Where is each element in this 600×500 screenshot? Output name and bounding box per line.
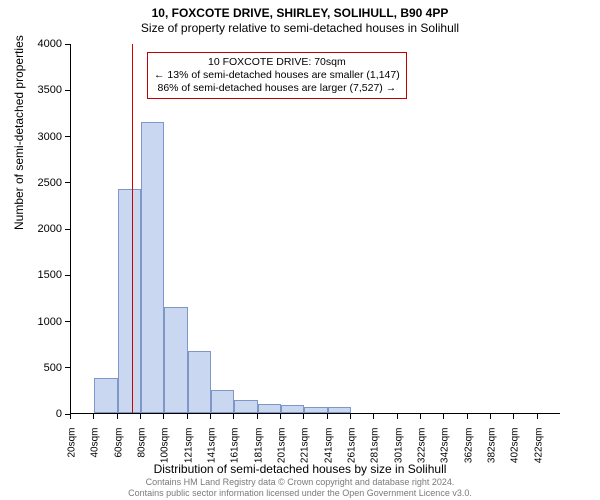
x-tick-mark [513,414,514,419]
y-tick-label: 2500 [2,177,62,189]
histogram-bar [211,390,234,413]
chart-title-block: 10, FOXCOTE DRIVE, SHIRLEY, SOLIHULL, B9… [0,0,600,36]
y-tick-label: 3000 [2,131,62,143]
x-tick-mark [233,414,234,419]
x-tick-mark [443,414,444,419]
y-tick-mark [65,367,70,368]
x-tick-mark [140,414,141,419]
histogram-bar [118,189,141,413]
histogram-bar [141,122,164,413]
info-box-line-1: 10 FOXCOTE DRIVE: 70sqm [154,56,400,69]
x-tick-mark [163,414,164,419]
x-tick-mark [117,414,118,419]
histogram-bar [281,405,304,413]
histogram-bar [164,307,187,413]
y-tick-label: 1500 [2,269,62,281]
y-tick-label: 4000 [2,38,62,50]
histogram-bar [328,407,351,413]
chart-title-sub: Size of property relative to semi-detach… [0,21,600,36]
histogram-bar [304,407,327,413]
footer: Contains HM Land Registry data © Crown c… [0,477,600,498]
footer-line-2: Contains public sector information licen… [0,488,600,498]
y-tick-mark [65,229,70,230]
marker-line [132,44,134,413]
x-tick-mark [490,414,491,419]
x-tick-mark [93,414,94,419]
y-tick-label: 0 [2,408,62,420]
y-tick-mark [65,182,70,183]
y-tick-label: 2000 [2,223,62,235]
x-tick-mark [327,414,328,419]
plot-wrap: 10 FOXCOTE DRIVE: 70sqm← 13% of semi-det… [70,44,560,414]
histogram-bar [234,400,257,413]
y-tick-mark [65,136,70,137]
x-tick-mark [420,414,421,419]
x-tick-mark [70,414,71,419]
x-tick-mark [373,414,374,419]
x-tick-mark [397,414,398,419]
histogram-bar [258,404,281,413]
info-box-line-3: 86% of semi-detached houses are larger (… [154,82,400,95]
chart-title-main: 10, FOXCOTE DRIVE, SHIRLEY, SOLIHULL, B9… [0,6,600,21]
y-tick-label: 500 [2,362,62,374]
x-tick-mark [187,414,188,419]
y-tick-mark [65,44,70,45]
histogram-bar [94,378,117,413]
x-axis-label: Distribution of semi-detached houses by … [0,462,600,476]
x-tick-mark [303,414,304,419]
x-tick-mark [210,414,211,419]
x-tick-mark [280,414,281,419]
x-tick-mark [537,414,538,419]
x-tick-mark [350,414,351,419]
plot-area: 10 FOXCOTE DRIVE: 70sqm← 13% of semi-det… [70,44,560,414]
y-tick-mark [65,90,70,91]
info-box: 10 FOXCOTE DRIVE: 70sqm← 13% of semi-det… [147,52,407,99]
x-tick-mark [257,414,258,419]
y-tick-mark [65,321,70,322]
info-box-line-2: ← 13% of semi-detached houses are smalle… [154,69,400,82]
y-tick-label: 1000 [2,316,62,328]
x-tick-mark [467,414,468,419]
footer-line-1: Contains HM Land Registry data © Crown c… [0,477,600,487]
y-tick-mark [65,275,70,276]
y-tick-label: 3500 [2,84,62,96]
histogram-bar [188,351,211,413]
